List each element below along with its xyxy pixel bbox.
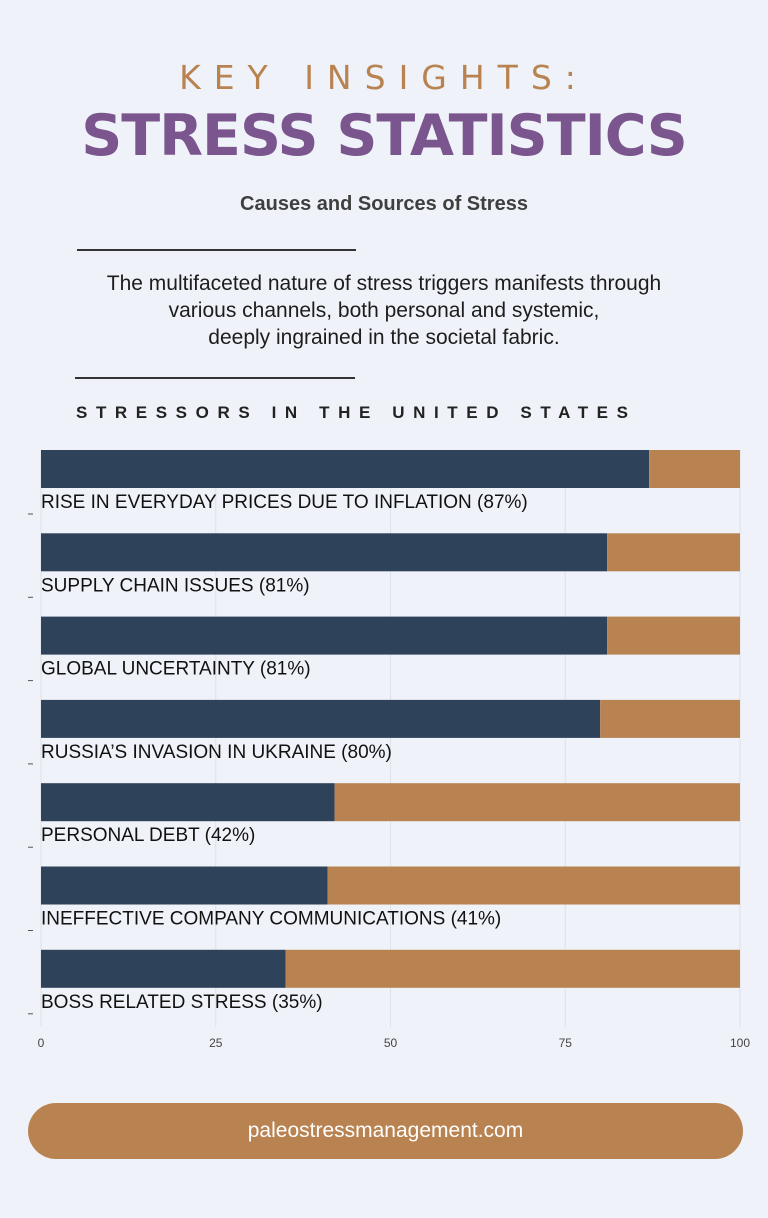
chart-title: STRESSORS IN THE UNITED STATES: [76, 403, 637, 422]
page-title: STRESS STATISTICS: [81, 103, 688, 169]
intro-line: various channels, both personal and syst…: [168, 299, 600, 322]
bar-value: [41, 450, 650, 488]
category-label: RUSSIA’S INVASION IN UKRAINE (80%): [41, 742, 392, 763]
bar-value: [41, 783, 335, 822]
x-tick-label: 100: [730, 1036, 750, 1050]
bar-value: [41, 616, 608, 655]
bar-remainder: [285, 949, 740, 988]
category-label: RISE IN EVERYDAY PRICES DUE TO INFLATION…: [41, 492, 528, 513]
bar-remainder: [600, 699, 740, 738]
category-label: GLOBAL UNCERTAINTY (81%): [41, 659, 311, 680]
intro-line: The multifaceted nature of stress trigge…: [106, 272, 662, 295]
bar-remainder: [327, 866, 740, 905]
bar-value: [41, 866, 328, 905]
category-label: INEFFECTIVE COMPANY COMMUNICATIONS (41%): [41, 909, 501, 930]
x-tick-label: 25: [209, 1036, 223, 1050]
stressors-bar-chart: RISE IN EVERYDAY PRICES DUE TO INFLATION…: [28, 450, 750, 1050]
bar-remainder: [649, 450, 740, 488]
bar-remainder: [607, 533, 740, 572]
divider-bottom: [75, 377, 355, 379]
category-label: SUPPLY CHAIN ISSUES (81%): [41, 575, 310, 596]
kicker-text: KEY INSIGHTS:: [179, 58, 589, 97]
intro-line: deeply ingrained in the societal fabric.: [208, 326, 560, 349]
bar-value: [41, 949, 286, 988]
website-link[interactable]: paleostressmanagement.com: [28, 1103, 743, 1159]
divider-top: [77, 249, 356, 251]
bar-remainder: [334, 783, 740, 822]
x-tick-label: 50: [384, 1036, 398, 1050]
bar-value: [41, 533, 608, 572]
bar-value: [41, 699, 601, 738]
category-label: BOSS RELATED STRESS (35%): [41, 992, 323, 1013]
x-tick-label: 75: [559, 1036, 573, 1050]
x-tick-label: 0: [38, 1036, 45, 1050]
category-label: PERSONAL DEBT (42%): [41, 825, 255, 846]
page-subtitle: Causes and Sources of Stress: [240, 193, 528, 215]
intro-paragraph: The multifaceted nature of stress trigge…: [60, 270, 708, 351]
bar-remainder: [607, 616, 740, 655]
